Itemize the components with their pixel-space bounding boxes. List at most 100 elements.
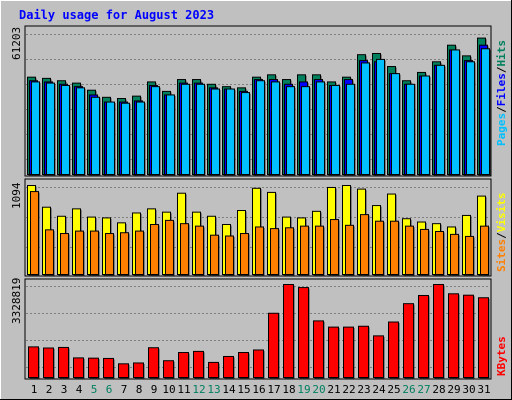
kbytes-bar [478,297,489,378]
kbytes-bar [283,284,294,378]
pages-bar [451,49,460,176]
kbytes-bar [193,350,204,379]
x-tick-label: 27 [417,383,430,396]
sites-bar [420,228,429,275]
kbytes-bar [463,294,474,378]
pages-bar [196,83,205,175]
pages-bar [301,86,310,175]
sites-bar [480,225,489,275]
sites-bar [135,230,144,275]
pages-bar [136,101,145,175]
pages-bar [211,88,220,175]
x-tick-label: 4 [76,383,83,396]
kbytes-bar [343,326,354,378]
pages-bar [421,75,430,175]
sites-bar [75,230,84,275]
sites-bar [360,214,369,275]
legend-kbytes: KBytes [495,336,508,376]
x-tick-label: 8 [136,383,143,396]
sites-bar [60,233,69,275]
legend-text: Sites/Visits [495,193,508,273]
sites-bar [165,219,174,275]
sites-bar [435,230,444,275]
x-tick-label: 15 [237,383,250,396]
sites-bar [255,226,264,275]
x-tick-label: 26 [402,383,415,396]
kbytes-bar [73,357,84,378]
kbytes-bar [253,349,264,378]
sites-bar [345,224,354,275]
x-tick-label: 20 [312,383,325,396]
pages-bar [61,84,70,175]
legend-item: KBytes [495,336,508,376]
pages-bar [331,84,340,175]
kbytes-bar [58,346,69,378]
sites-bar [150,223,159,276]
legend-item: Files [495,73,508,106]
sites-bar [285,227,294,275]
pages-bar [121,102,130,175]
sites-bar [330,219,339,275]
legend-hits-files-pages: Pages/Files/Hits [495,40,508,146]
kbytes-bar [388,321,399,379]
x-tick-label: 10 [162,383,175,396]
x-tick-label: 28 [432,383,445,396]
x-tick-label: 21 [327,383,340,396]
pages-bar [361,62,370,175]
pages-bar [316,81,325,175]
sites-bar [195,225,204,275]
sites-bar [210,234,219,275]
x-tick-label: 29 [447,383,460,396]
sites-bar [465,235,474,275]
sites-bar [375,220,384,276]
kbytes-bar [418,294,429,378]
pages-bar [91,96,100,175]
kbytes-bar [103,357,114,378]
pages-bar [76,87,85,175]
legend-item: Hits [495,40,508,67]
x-tick-label: 24 [372,383,386,396]
sites-bar [315,225,324,275]
pages-bar [346,83,355,175]
pages-bar [271,81,280,175]
kbytes-bar [448,293,459,379]
legend-text: KBytes [495,336,508,376]
x-tick-label: 12 [192,383,205,396]
pages-bar [391,73,400,175]
sites-bar [270,228,279,276]
x-tick-label: 17 [267,383,280,396]
kbytes-bar [118,363,129,378]
sites-bar [225,235,234,276]
pages-bar [376,58,385,175]
visits-ymax-label: 1094 [10,182,23,209]
sites-bar [405,225,414,275]
x-tick-label: 19 [297,383,310,396]
sites-bar [240,233,249,275]
kbytes-bar [28,346,39,379]
x-tick-label: 30 [462,383,475,396]
kbytes-ymax-label: 3328819 [10,278,23,324]
pages-bar [286,86,295,175]
x-tick-label: 16 [252,383,265,396]
sites-bar [390,220,399,276]
x-tick-label: 5 [91,383,98,396]
chart-title: Daily usage for August 2023 [19,8,214,22]
pages-bar [181,83,190,175]
kbytes-bar [148,347,159,378]
x-tick-label: 25 [387,383,400,396]
pages-bar [46,82,55,175]
pages-bar [406,83,415,175]
x-axis-labels: 1 2 3 4 5 6 7 8 9 10 11 12 13 14 15 16 17 18 19 20 21 22 23 24 2… [31,383,491,396]
pages-bar [106,101,115,175]
sites-bar [105,233,114,275]
x-tick-label: 9 [151,383,158,396]
pages-bar [436,64,445,175]
x-tick-label: 14 [222,383,236,396]
kbytes-bar [328,326,339,378]
legend-item: / [495,232,508,239]
pages-bar [226,88,235,175]
legend-item: / [495,106,508,113]
sites-bar [30,191,39,275]
pages-bar [241,92,250,175]
